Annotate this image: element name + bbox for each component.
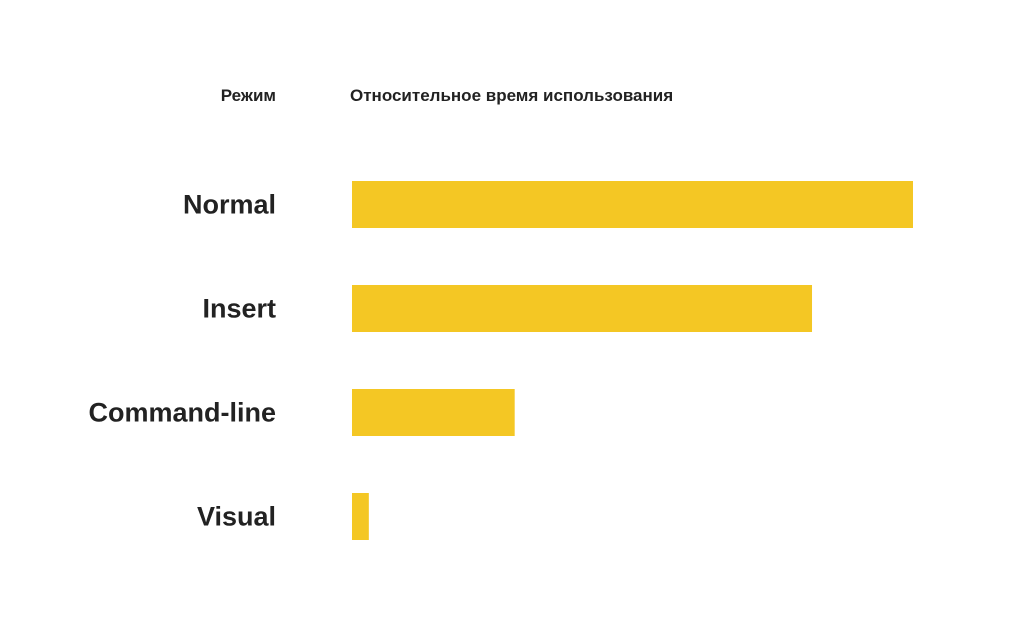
category-labels: Normal Insert Command-line Visual: [88, 190, 276, 532]
bar-command-line: [352, 389, 515, 436]
category-label-visual: Visual: [197, 502, 276, 532]
category-label-normal: Normal: [183, 190, 276, 220]
category-label-command-line: Command-line: [88, 398, 276, 428]
bar-normal: [352, 181, 913, 228]
bar-visual: [352, 493, 369, 540]
value-column-header: Относительное время использования: [350, 86, 674, 105]
bars: [352, 181, 913, 540]
category-label-insert: Insert: [202, 294, 276, 324]
bar-insert: [352, 285, 813, 332]
category-column-header: Режим: [220, 86, 276, 105]
